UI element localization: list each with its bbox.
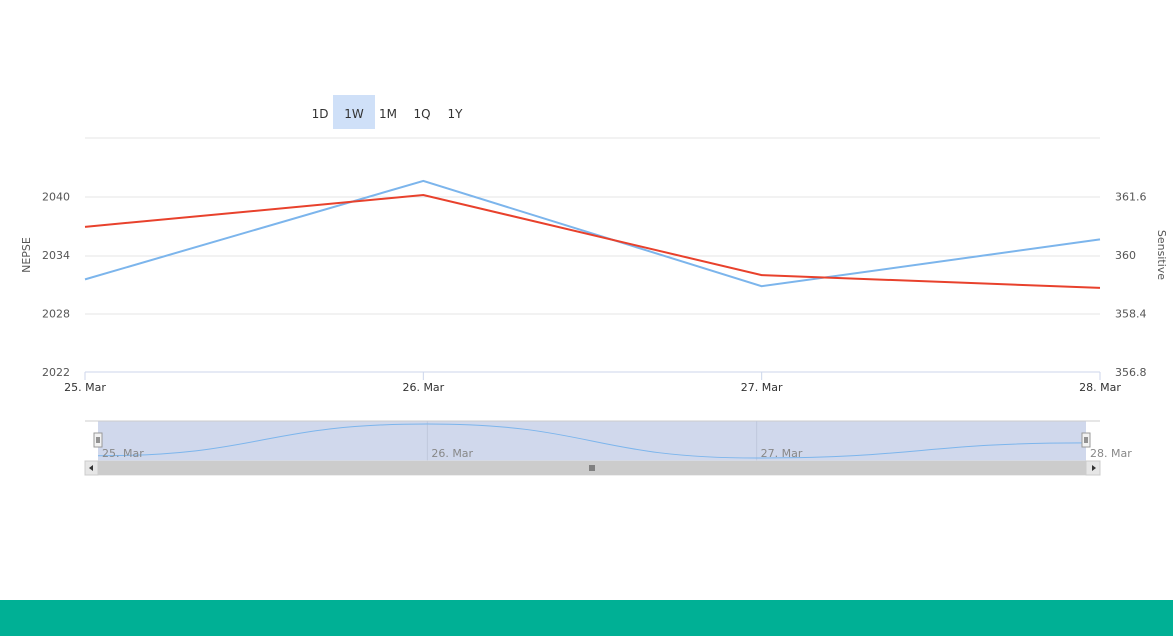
y-right-label: Sensitive <box>1155 230 1168 280</box>
range-button-1W[interactable]: 1W <box>344 107 364 121</box>
y-right-tick: 356.8 <box>1115 366 1147 379</box>
range-button-1M[interactable]: 1M <box>379 107 397 121</box>
series-line-nepse <box>84 179 1101 288</box>
stock-chart: 1D 1W 1M 1Q 1Y 2022 2028 2034 2040 356.8 358.4 360 3… <box>20 95 1168 476</box>
y-left-tick: 2022 <box>42 366 70 379</box>
range-button-1Q[interactable]: 1Q <box>413 107 430 121</box>
navigator-series <box>97 423 1087 459</box>
range-button-selected-bg[interactable] <box>333 95 375 129</box>
footer-bar <box>0 600 1173 636</box>
y-right-tick: 361.6 <box>1115 191 1147 204</box>
navigator-label: 27. Mar <box>761 447 803 460</box>
range-button-1Y[interactable]: 1Y <box>448 107 464 121</box>
navigator-handle-left[interactable] <box>93 432 103 448</box>
navigator-label: 28. Mar <box>1090 447 1132 460</box>
x-tick-label: 25. Mar <box>64 381 106 394</box>
x-tick-label: 28. Mar <box>1079 381 1121 394</box>
y-left-label: NEPSE <box>20 237 33 273</box>
navigator-label: 26. Mar <box>431 447 473 460</box>
navigator-handle-right[interactable] <box>1081 432 1091 448</box>
x-tick-label: 26. Mar <box>402 381 444 394</box>
y-left-tick: 2028 <box>42 308 70 321</box>
navigator-label: 25. Mar <box>102 447 144 460</box>
y-left-tick: 2034 <box>42 249 70 262</box>
arrow-left-icon <box>89 465 93 471</box>
y-left-tick: 2040 <box>42 191 70 204</box>
series-line-sensitive <box>84 194 1101 289</box>
range-button-1D[interactable]: 1D <box>312 107 329 121</box>
y-right-tick: 358.4 <box>1115 308 1147 321</box>
x-tick-label: 27. Mar <box>741 381 783 394</box>
y-right-tick: 360 <box>1115 249 1136 262</box>
grip-icon <box>1084 437 1088 443</box>
grip-icon <box>96 437 100 443</box>
scrollbar-grip-icon <box>589 465 595 471</box>
arrow-right-icon <box>1092 465 1096 471</box>
